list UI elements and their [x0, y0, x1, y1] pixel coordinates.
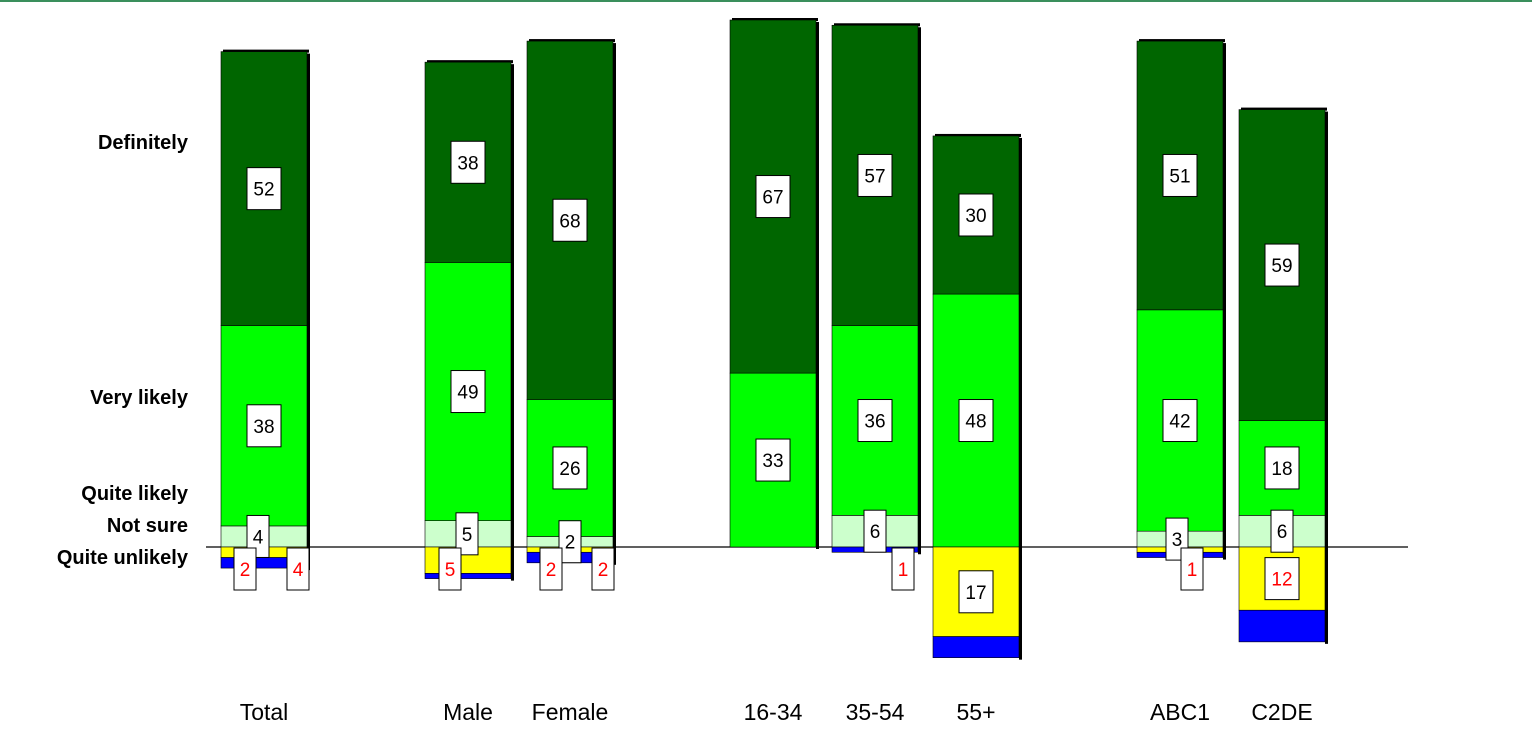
data-label-female-quite-unlikely: 2 — [546, 560, 557, 581]
bar-top-edge-16-34 — [732, 18, 818, 21]
bar-shadow-55-plus — [1019, 137, 1022, 660]
data-label-male-very-likely: 49 — [457, 383, 478, 404]
data-label-female-negative-total-box — [591, 547, 615, 591]
data-label-total-definitely: 52 — [253, 180, 274, 201]
bar-segment-male-unlikely — [424, 573, 512, 579]
data-label-female-very-likely-box — [552, 446, 588, 490]
data-label-abc1-definitely: 51 — [1169, 166, 1190, 187]
data-label-abc1-very-likely-box — [1162, 399, 1198, 443]
category-label-35-54: 35-54 — [845, 699, 905, 725]
data-label-35-54-unlikely-box — [891, 547, 915, 591]
data-label-total-very-likely: 38 — [253, 417, 274, 438]
bar-top-edge-c2de — [1241, 107, 1327, 111]
data-label-55-plus-very-likely: 48 — [965, 412, 986, 433]
data-label-c2de-very-likely: 18 — [1271, 459, 1292, 480]
data-label-35-54-unlikely: 1 — [898, 560, 909, 581]
bar-top-edge-abc1 — [1139, 39, 1225, 43]
data-label-c2de-very-likely-box — [1264, 446, 1300, 490]
data-label-c2de-definitely-box — [1264, 243, 1300, 287]
data-label-total-quite-unlikely: 2 — [240, 560, 251, 581]
bar-top-edge-35-54 — [834, 23, 920, 27]
bar-top-edge-female — [529, 39, 615, 43]
data-label-abc1-negative-total: 1 — [1187, 560, 1198, 581]
data-label-male-definitely: 38 — [457, 153, 478, 174]
legend-label-quite-likely: Quite likely — [81, 483, 188, 505]
data-label-35-54-quite-likely-box — [863, 509, 887, 553]
category-label-male: Male — [443, 699, 493, 725]
data-label-35-54-definitely: 57 — [864, 166, 885, 187]
bar-shadow-female — [613, 43, 616, 565]
data-label-abc1-very-likely: 42 — [1169, 412, 1190, 433]
bar-shadow-male — [511, 64, 514, 581]
data-label-female-quite-likely: 2 — [565, 533, 576, 554]
category-label-55-plus: 55+ — [956, 699, 996, 725]
data-label-female-very-likely: 26 — [559, 459, 580, 480]
data-label-female-definitely: 68 — [559, 211, 580, 232]
data-label-total-negative-total-box — [286, 547, 310, 591]
bar-top-edge-male — [427, 60, 513, 64]
data-label-c2de-quite-likely: 6 — [1277, 522, 1288, 543]
data-label-female-quite-likely-box — [558, 520, 582, 564]
bar-shadow-c2de — [1325, 111, 1328, 644]
data-label-35-54-very-likely: 36 — [864, 412, 885, 433]
data-label-male-quite-unlikely: 5 — [445, 560, 456, 581]
category-label-female: Female — [531, 699, 609, 725]
data-label-35-54-quite-likely: 6 — [870, 522, 881, 543]
bar-shadow-35-54 — [918, 27, 921, 555]
legend-label-very-likely: Very likely — [90, 387, 188, 409]
bar-shadow-16-34 — [816, 22, 819, 549]
data-label-16-34-very-likely: 33 — [762, 451, 783, 472]
data-label-total-negative-total: 4 — [293, 560, 304, 581]
data-label-total-quite-unlikely-box — [233, 547, 257, 591]
data-label-female-quite-unlikely-box — [539, 547, 563, 591]
data-label-16-34-definitely-box — [755, 175, 791, 219]
bar-shadow-total — [307, 53, 310, 571]
data-label-35-54-definitely-box — [857, 153, 893, 197]
category-label-abc1: ABC1 — [1149, 699, 1211, 725]
data-label-male-definitely-box — [450, 140, 486, 184]
data-label-c2de-definitely: 59 — [1271, 256, 1292, 277]
data-label-abc1-negative-total-box — [1180, 547, 1204, 591]
data-label-c2de-quite-unlikely-box — [1264, 557, 1300, 601]
data-label-55-plus-very-likely-box — [958, 399, 994, 443]
bar-top-edge-total — [223, 49, 309, 53]
data-label-abc1-quite-likely: 3 — [1172, 530, 1183, 551]
data-label-total-quite-likely: 4 — [253, 527, 264, 548]
data-label-total-very-likely-box — [246, 404, 282, 448]
bar-top-edge-55-plus — [935, 133, 1021, 137]
data-label-35-54-very-likely-box — [857, 399, 893, 443]
legend-label-definitely: Definitely — [97, 132, 188, 154]
data-label-55-plus-quite-unlikely-box — [958, 570, 994, 614]
legend-label-not-sure: Not sure — [106, 515, 188, 537]
data-label-female-negative-total: 2 — [598, 560, 609, 581]
data-label-male-quite-likely-box — [455, 512, 479, 556]
data-label-16-34-very-likely-box — [755, 438, 791, 482]
bar-shadow-abc1 — [1223, 43, 1226, 560]
data-label-female-definitely-box — [552, 198, 588, 242]
bar-segment-c2de-unlikely — [1238, 609, 1326, 643]
data-label-total-definitely-box — [246, 167, 282, 211]
data-label-16-34-definitely: 67 — [762, 188, 783, 209]
data-label-male-quite-likely: 5 — [462, 525, 473, 546]
category-label-total: Total — [239, 699, 289, 725]
data-label-abc1-definitely-box — [1162, 153, 1198, 197]
category-label-c2de: C2DE — [1251, 699, 1313, 725]
data-label-55-plus-quite-unlikely: 17 — [965, 583, 986, 604]
data-label-male-quite-unlikely-box — [438, 547, 462, 591]
bar-segment-55-plus-unlikely — [932, 636, 1020, 658]
data-label-c2de-quite-likely-box — [1270, 509, 1294, 553]
data-label-total-quite-likely-box — [246, 514, 270, 558]
data-label-55-plus-definitely-box — [958, 193, 994, 237]
category-label-16-34: 16-34 — [743, 699, 803, 725]
legend-label-quite-unlikely: Quite unlikely — [56, 547, 188, 569]
data-label-c2de-quite-unlikely: 12 — [1271, 570, 1292, 591]
data-label-male-very-likely-box — [450, 370, 486, 414]
data-label-55-plus-definitely: 30 — [965, 206, 986, 227]
top-rule — [0, 0, 1532, 2]
